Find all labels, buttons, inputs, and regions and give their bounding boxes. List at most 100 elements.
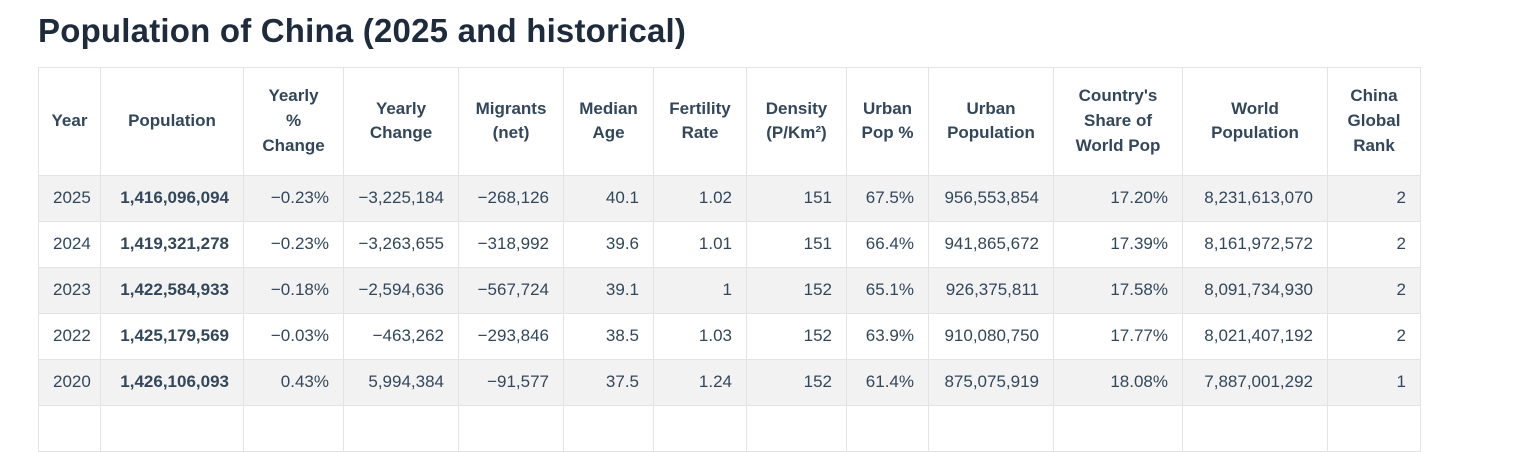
cell-year: 2025 — [38, 174, 101, 222]
cell-empty — [38, 404, 101, 452]
cell-year: 2024 — [38, 220, 101, 268]
header-population: Population — [100, 66, 244, 176]
table-header: Year Population Yearly % Change Yearly C… — [38, 66, 1421, 176]
cell-median-age: 40.1 — [563, 174, 654, 222]
cell-population: 1,419,321,278 — [100, 220, 244, 268]
cell-migrants-net: −318,992 — [458, 220, 564, 268]
cell-empty — [243, 404, 344, 452]
header-share-of-world-pop: Country's Share of World Pop — [1053, 66, 1183, 176]
cell-share-of-world-pop: 17.20% — [1053, 174, 1183, 222]
cell-fertility-rate: 1.01 — [653, 220, 747, 268]
cell-empty — [1327, 404, 1421, 452]
header-urban-population: Urban Population — [928, 66, 1054, 176]
cell-share-of-world-pop: 18.08% — [1053, 358, 1183, 406]
header-median-age: Median Age — [563, 66, 654, 176]
cell-fertility-rate: 1 — [653, 266, 747, 314]
cell-yearly-pct-change: 0.43% — [243, 358, 344, 406]
cell-population: 1,422,584,933 — [100, 266, 244, 314]
cell-fertility-rate: 1.03 — [653, 312, 747, 360]
cell-median-age: 37.5 — [563, 358, 654, 406]
header-yearly-pct-change: Yearly % Change — [243, 66, 344, 176]
cell-urban-pop-pct: 61.4% — [846, 358, 929, 406]
cell-year: 2022 — [38, 312, 101, 360]
header-density: Density (P/Km²) — [746, 66, 847, 176]
cell-china-global-rank: 2 — [1327, 220, 1421, 268]
cell-share-of-world-pop: 17.58% — [1053, 266, 1183, 314]
table-row: 2024 1,419,321,278 −0.23% −3,263,655 −318,99… — [38, 220, 1421, 268]
cell-yearly-pct-change: −0.23% — [243, 174, 344, 222]
table-row: 2023 1,422,584,933 −0.18% −2,594,636 −567,72… — [38, 266, 1421, 314]
cell-urban-population: 875,075,919 — [928, 358, 1054, 406]
cell-median-age: 39.1 — [563, 266, 654, 314]
cell-urban-population: 956,553,854 — [928, 174, 1054, 222]
header-china-global-rank: China Global Rank — [1327, 66, 1421, 176]
header-year: Year — [38, 66, 101, 176]
cell-world-population: 8,231,613,070 — [1182, 174, 1328, 222]
header-yearly-change: Yearly Change — [343, 66, 459, 176]
cell-population: 1,425,179,569 — [100, 312, 244, 360]
cell-density: 152 — [746, 358, 847, 406]
cell-china-global-rank: 2 — [1327, 174, 1421, 222]
cell-density: 151 — [746, 174, 847, 222]
cell-world-population: 8,161,972,572 — [1182, 220, 1328, 268]
cell-density: 152 — [746, 266, 847, 314]
cell-empty — [563, 404, 654, 452]
cell-urban-pop-pct: 63.9% — [846, 312, 929, 360]
cell-year: 2023 — [38, 266, 101, 314]
cell-yearly-pct-change: −0.23% — [243, 220, 344, 268]
header-fertility-rate: Fertility Rate — [653, 66, 747, 176]
cell-urban-population: 941,865,672 — [928, 220, 1054, 268]
cell-empty — [746, 404, 847, 452]
cell-population: 1,426,106,093 — [100, 358, 244, 406]
cell-urban-pop-pct: 67.5% — [846, 174, 929, 222]
cell-median-age: 39.6 — [563, 220, 654, 268]
cell-fertility-rate: 1.02 — [653, 174, 747, 222]
cell-median-age: 38.5 — [563, 312, 654, 360]
cell-yearly-pct-change: −0.03% — [243, 312, 344, 360]
table-row-partial — [38, 404, 1421, 452]
cell-empty — [343, 404, 459, 452]
cell-yearly-change: −3,225,184 — [343, 174, 459, 222]
cell-urban-pop-pct: 66.4% — [846, 220, 929, 268]
cell-density: 151 — [746, 220, 847, 268]
table-body: 2025 1,416,096,094 −0.23% −3,225,184 −268,12… — [38, 174, 1421, 452]
cell-density: 152 — [746, 312, 847, 360]
cell-empty — [1182, 404, 1328, 452]
cell-urban-pop-pct: 65.1% — [846, 266, 929, 314]
cell-world-population: 8,021,407,192 — [1182, 312, 1328, 360]
cell-empty — [458, 404, 564, 452]
table-row: 2022 1,425,179,569 −0.03% −463,262 −293,846 3… — [38, 312, 1421, 360]
cell-yearly-pct-change: −0.18% — [243, 266, 344, 314]
cell-yearly-change: 5,994,384 — [343, 358, 459, 406]
cell-migrants-net: −567,724 — [458, 266, 564, 314]
cell-urban-population: 926,375,811 — [928, 266, 1054, 314]
cell-share-of-world-pop: 17.39% — [1053, 220, 1183, 268]
cell-empty — [100, 404, 244, 452]
header-migrants-net: Migrants (net) — [458, 66, 564, 176]
cell-share-of-world-pop: 17.77% — [1053, 312, 1183, 360]
cell-empty — [1053, 404, 1183, 452]
cell-world-population: 7,887,001,292 — [1182, 358, 1328, 406]
cell-empty — [928, 404, 1054, 452]
cell-china-global-rank: 2 — [1327, 266, 1421, 314]
cell-migrants-net: −91,577 — [458, 358, 564, 406]
cell-china-global-rank: 1 — [1327, 358, 1421, 406]
cell-migrants-net: −293,846 — [458, 312, 564, 360]
cell-yearly-change: −2,594,636 — [343, 266, 459, 314]
cell-empty — [653, 404, 747, 452]
cell-yearly-change: −463,262 — [343, 312, 459, 360]
page-title: Population of China (2025 and historical… — [38, 12, 687, 49]
cell-china-global-rank: 2 — [1327, 312, 1421, 360]
table-header-row: Year Population Yearly % Change Yearly C… — [38, 66, 1421, 176]
cell-migrants-net: −268,126 — [458, 174, 564, 222]
cell-urban-population: 910,080,750 — [928, 312, 1054, 360]
cell-world-population: 8,091,734,930 — [1182, 266, 1328, 314]
header-world-population: World Population — [1182, 66, 1328, 176]
population-table: Year Population Yearly % Change Yearly C… — [38, 66, 1421, 452]
table-row: 2020 1,426,106,093 0.43% 5,994,384 −91,577 37… — [38, 358, 1421, 406]
cell-fertility-rate: 1.24 — [653, 358, 747, 406]
cell-population: 1,416,096,094 — [100, 174, 244, 222]
cell-yearly-change: −3,263,655 — [343, 220, 459, 268]
table-row: 2025 1,416,096,094 −0.23% −3,225,184 −268,12… — [38, 174, 1421, 222]
